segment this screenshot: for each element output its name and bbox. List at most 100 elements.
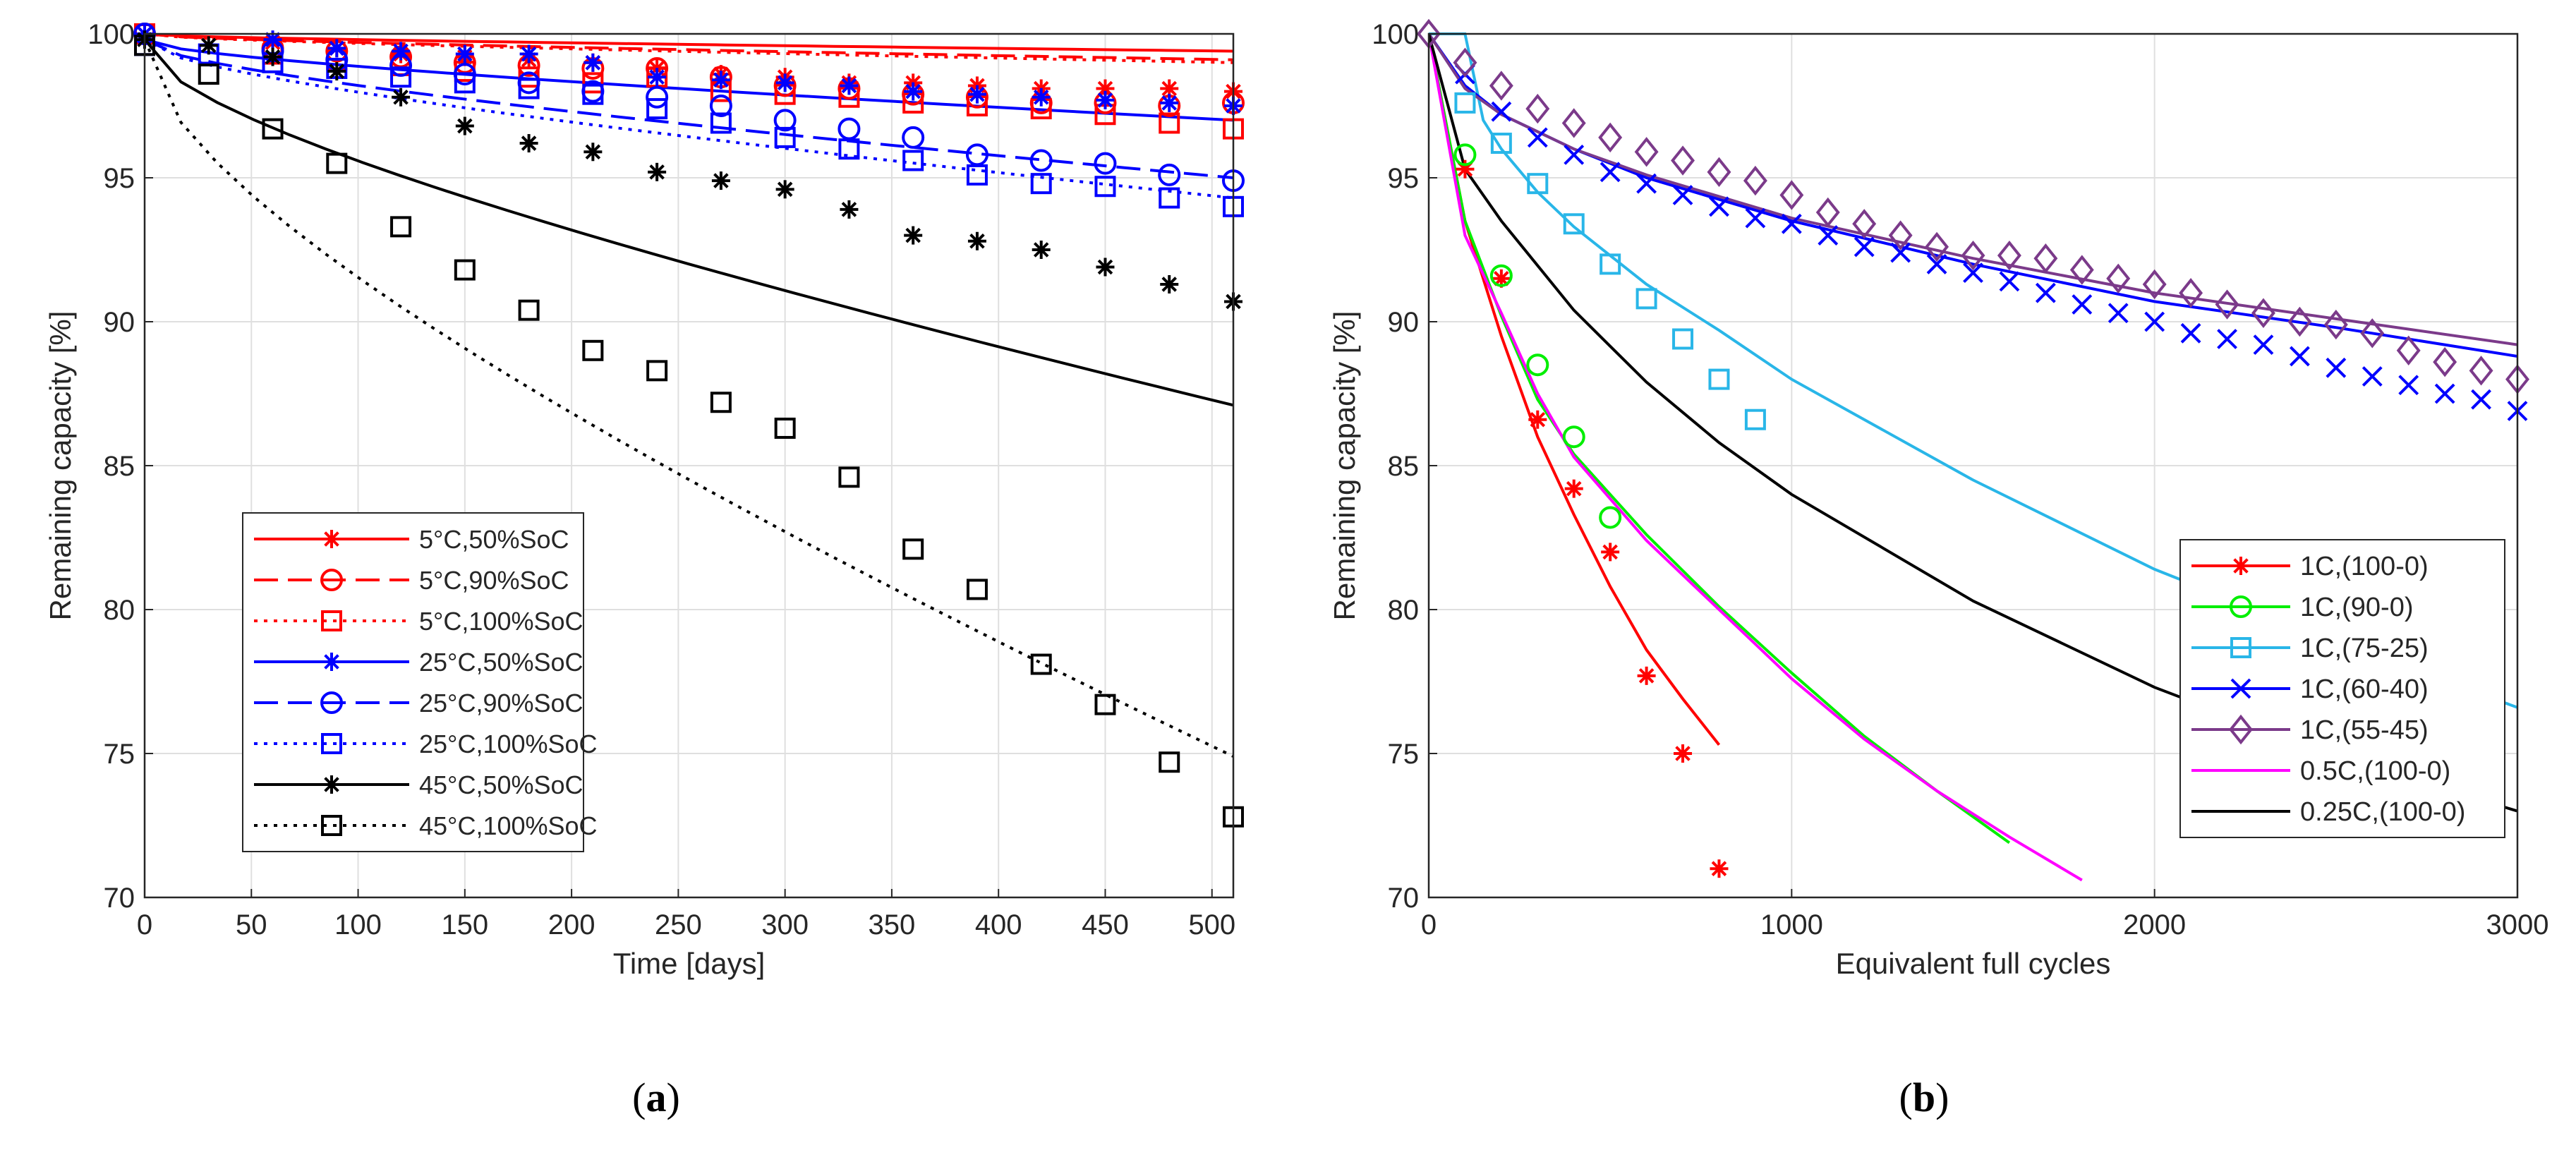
data-point-s0-2 xyxy=(1528,410,1547,429)
x-tick-label: 400 xyxy=(975,909,1022,940)
fit-line-7 xyxy=(145,39,1233,758)
data-point-s3-16 xyxy=(2035,282,2056,303)
data-point-s4-6 xyxy=(1634,137,1659,167)
legend-label: 1C,(100-0) xyxy=(2300,552,2429,581)
data-point-s3-23 xyxy=(2289,346,2310,367)
data-point-s4-28 xyxy=(2433,346,2457,377)
data-point-s5-12 xyxy=(902,150,924,171)
data-point-s2-7 xyxy=(1708,368,1730,390)
data-point-s5-7 xyxy=(582,83,604,105)
data-point-s5-11 xyxy=(838,138,860,160)
data-point-s3-22 xyxy=(2253,334,2274,356)
x-tick-label: 1000 xyxy=(1760,909,1823,940)
panel-a-x-axis-label: Time [days] xyxy=(613,947,766,980)
data-point-s4-4 xyxy=(1561,108,1586,138)
x-tick-label: 3000 xyxy=(2486,909,2549,940)
y-tick-label: 80 xyxy=(1388,595,1420,626)
panel-b-caption-letter: b xyxy=(1913,1075,1935,1120)
data-point-s6-14 xyxy=(1032,241,1051,259)
data-point-s3-10 xyxy=(840,76,859,95)
x-tick-label: 0 xyxy=(1421,909,1437,940)
x-tick-label: 450 xyxy=(1082,909,1129,940)
data-point-s6-3 xyxy=(327,62,346,81)
data-point-s2-3 xyxy=(1563,213,1585,235)
data-point-s1-0 xyxy=(1453,143,1477,167)
panel-b-y-axis-label: Remaining capacity [%] xyxy=(1328,311,1361,621)
fit-line-2 xyxy=(145,32,1233,64)
data-point-s4-13 xyxy=(1029,149,1053,172)
data-point-s5-6 xyxy=(518,78,540,99)
y-tick-label: 95 xyxy=(1388,163,1420,194)
data-point-s4-13 xyxy=(1888,220,1913,250)
legend-marker xyxy=(321,610,342,631)
y-tick-label: 100 xyxy=(1372,19,1419,50)
data-point-s4-5 xyxy=(1598,122,1623,153)
data-point-s6-4 xyxy=(392,87,411,107)
data-point-s3-14 xyxy=(1096,90,1115,109)
legend-label: 1C,(75-25) xyxy=(2300,634,2429,663)
panel-a-fit-lines xyxy=(145,32,1233,758)
data-point-s3-13 xyxy=(1926,253,1947,274)
data-point-s3-20 xyxy=(2180,322,2201,344)
panel-b-caption: (b) xyxy=(1899,1075,1949,1120)
data-point-s4-10 xyxy=(1779,180,1804,210)
y-tick-label: 100 xyxy=(87,19,135,50)
data-point-s6-6 xyxy=(519,134,538,153)
data-point-s6-7 xyxy=(583,143,603,162)
data-point-s1-2 xyxy=(1526,353,1549,377)
data-point-s5-13 xyxy=(966,164,988,186)
data-point-s3-12 xyxy=(967,85,986,104)
data-point-s4-14 xyxy=(1925,231,1949,262)
data-point-s4-26 xyxy=(2360,318,2385,349)
y-tick-label: 85 xyxy=(1388,451,1420,482)
data-point-s6-10 xyxy=(775,180,794,199)
legend-marker xyxy=(2232,557,2250,575)
fit-line-5 xyxy=(1429,33,2083,882)
fit-line-5 xyxy=(145,38,1233,200)
data-point-s3-5 xyxy=(1636,173,1657,194)
x-tick-label: 2000 xyxy=(2123,909,2186,940)
data-point-s5-16 xyxy=(1159,187,1180,209)
data-point-s4-9 xyxy=(773,109,797,132)
data-point-s4-17 xyxy=(2033,243,2058,274)
panel-b-legend: 1C,(100-0) 1C,(90-0) 1C,(75-25) 1C,(60-40) 1… xyxy=(2179,539,2505,838)
data-point-s4-20 xyxy=(2142,269,2167,300)
data-point-s7-11 xyxy=(838,466,860,488)
data-point-s4-15 xyxy=(1961,240,1985,271)
data-point-s3-6 xyxy=(1672,185,1693,205)
data-point-s3-26 xyxy=(2398,375,2419,396)
data-point-s0-5 xyxy=(1637,666,1656,685)
data-point-s0-6 xyxy=(1674,744,1693,763)
fit-line-4 xyxy=(1429,32,2517,346)
data-point-s7-3 xyxy=(326,152,348,174)
data-point-s7-13 xyxy=(966,579,988,600)
data-point-s6-11 xyxy=(840,200,859,219)
data-point-s7-6 xyxy=(518,299,540,321)
data-point-s2-8 xyxy=(1744,408,1766,430)
data-point-s4-27 xyxy=(2396,335,2421,366)
data-point-s0-15 xyxy=(1160,79,1179,98)
legend-marker xyxy=(2230,637,2251,658)
data-point-s3-19 xyxy=(2144,311,2165,332)
data-point-s3-9 xyxy=(775,73,794,92)
data-point-s1-4 xyxy=(1599,506,1622,529)
panel-b-axes: 0 1000 2000 3000 70 75 80 85 90 95 100 xyxy=(1372,19,2548,940)
data-point-s5-15 xyxy=(1094,176,1116,198)
data-point-s7-10 xyxy=(774,417,796,439)
fit-line-2 xyxy=(1429,32,2517,709)
data-point-s4-23 xyxy=(2251,298,2275,328)
panel-b-x-axis-label: Equivalent full cycles xyxy=(1836,947,2111,980)
x-tick-label: 100 xyxy=(334,909,382,940)
data-point-s7-5 xyxy=(454,259,476,281)
panel-a-axes: 0 50 100 150 200 250 300 350 400 450 500 70 75 80 85 90… xyxy=(87,19,1235,940)
data-point-s3-8 xyxy=(711,71,730,90)
legend-label: 0.5C,(100-0) xyxy=(2300,756,2450,786)
data-point-s4-11 xyxy=(1815,197,1840,228)
data-point-s6-9 xyxy=(711,171,730,190)
data-point-s4-8 xyxy=(709,95,732,117)
x-tick-label: 0 xyxy=(137,909,152,940)
data-point-s0-7 xyxy=(1710,859,1729,878)
data-point-s2-5 xyxy=(1635,288,1657,310)
data-point-s3-17 xyxy=(2072,294,2093,315)
